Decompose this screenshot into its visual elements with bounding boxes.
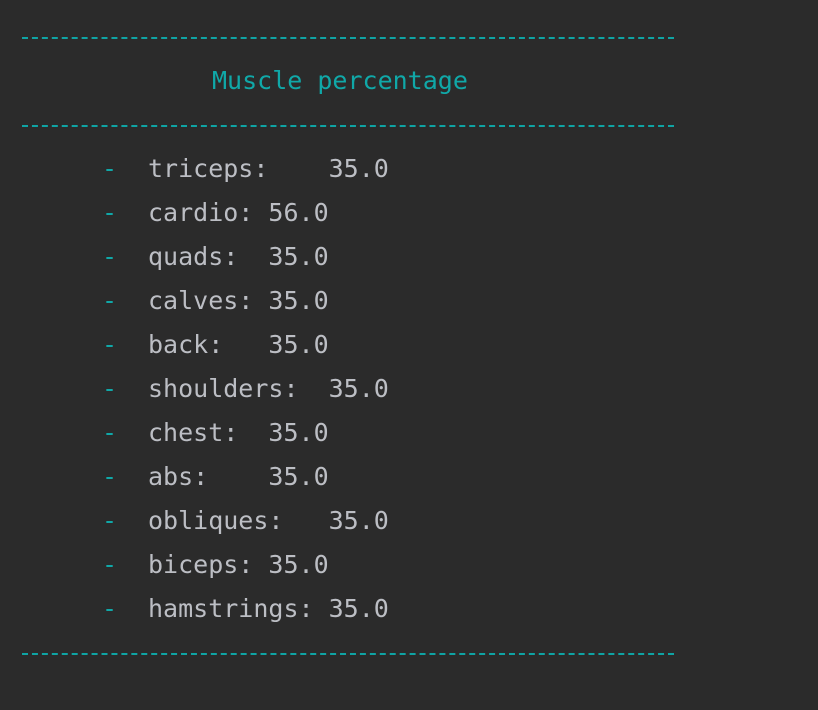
list-item: - hamstrings: 35.0	[0, 587, 818, 631]
bottom-divider	[22, 653, 674, 655]
list-item-text: cardio: 56.0	[148, 198, 329, 227]
list-item: - biceps: 35.0	[0, 543, 818, 587]
bullet-dash: -	[102, 550, 118, 579]
top-divider	[22, 37, 674, 39]
bullet-dash: -	[102, 242, 118, 271]
list-item: - shoulders: 35.0	[0, 367, 818, 411]
list-item: - abs: 35.0	[0, 455, 818, 499]
bullet-dash: -	[102, 374, 118, 403]
list-item: - chest: 35.0	[0, 411, 818, 455]
bullet-dash: -	[102, 418, 118, 447]
bullet-dash: -	[102, 198, 118, 227]
list-item: - back: 35.0	[0, 323, 818, 367]
list-item-text: chest: 35.0	[148, 418, 329, 447]
bullet-dash: -	[102, 506, 118, 535]
list-item-text: quads: 35.0	[148, 242, 329, 271]
bullet-dash: -	[102, 330, 118, 359]
list-item: - quads: 35.0	[0, 235, 818, 279]
list-item-text: calves: 35.0	[148, 286, 329, 315]
list-item-text: triceps: 35.0	[148, 154, 389, 183]
bullet-dash: -	[102, 154, 118, 183]
list-item-text: back: 35.0	[148, 330, 329, 359]
section-title: Muscle percentage	[212, 66, 468, 95]
bullet-dash: -	[102, 286, 118, 315]
list-item: - calves: 35.0	[0, 279, 818, 323]
list-item: - triceps: 35.0	[0, 147, 818, 191]
list-item: - obliques: 35.0	[0, 499, 818, 543]
bullet-dash: -	[102, 462, 118, 491]
list-item: - cardio: 56.0	[0, 191, 818, 235]
list-item-text: obliques: 35.0	[148, 506, 389, 535]
middle-divider	[22, 125, 674, 127]
list-item-text: abs: 35.0	[148, 462, 329, 491]
list-item-text: shoulders: 35.0	[148, 374, 389, 403]
list-item-text: biceps: 35.0	[148, 550, 329, 579]
list-item-text: hamstrings: 35.0	[148, 594, 389, 623]
bullet-dash: -	[102, 594, 118, 623]
